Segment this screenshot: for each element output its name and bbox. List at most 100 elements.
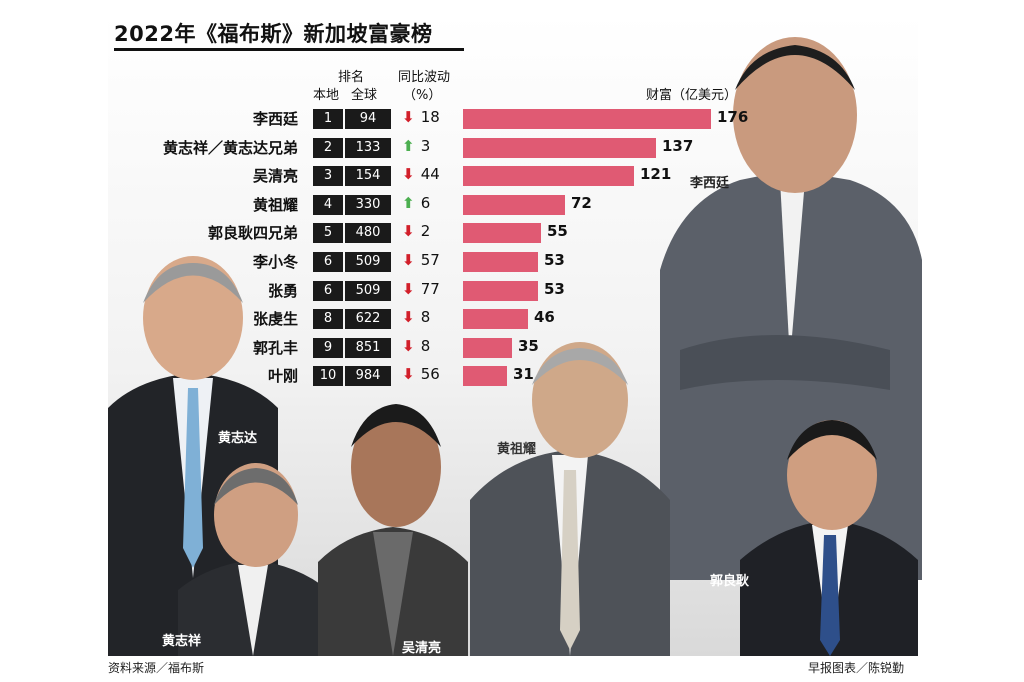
wealth-value: 72 — [571, 193, 592, 212]
global-rank: 133 — [345, 137, 391, 158]
change-value: ⬇ 77 — [402, 280, 440, 298]
arrow-down-icon: ⬇ — [402, 279, 415, 298]
row-name: 黄志祥／黄志达兄弟 — [162, 138, 298, 157]
change-percent: 77 — [416, 279, 440, 298]
global-rank: 509 — [345, 252, 391, 272]
global-rank: 330 — [345, 194, 391, 215]
header-change-unit: （%） — [403, 88, 442, 103]
header-local: 本地 — [313, 88, 340, 103]
row-name: 李西廷 — [252, 110, 298, 128]
caption-huang-zuyao: 黄祖耀 — [497, 442, 537, 457]
arrow-down-icon: ⬇ — [402, 108, 415, 126]
wealth-bar — [463, 280, 538, 301]
wealth-value: 121 — [640, 165, 672, 184]
local-rank: 6 — [313, 280, 343, 301]
portrait-huang-zuyao — [470, 342, 670, 656]
header-global: 全球 — [351, 88, 378, 103]
change-value: ⬇ 56 — [402, 365, 440, 383]
global-rank: 154 — [345, 166, 391, 187]
arrow-down-icon: ⬇ — [402, 308, 415, 327]
wealth-bar — [463, 309, 528, 330]
wealth-bar — [463, 223, 541, 244]
change-value: ⬆ 6 — [402, 194, 430, 212]
chart-title: 2022年《福布斯》新加坡富豪榜 — [114, 22, 433, 46]
wealth-value: 137 — [662, 136, 694, 155]
wealth-value: 35 — [518, 336, 539, 355]
wealth-value: 46 — [534, 308, 555, 327]
wealth-bar — [463, 252, 538, 272]
local-rank: 9 — [313, 337, 343, 358]
change-percent: 56 — [416, 365, 440, 384]
change-value: ⬇ 57 — [402, 251, 440, 269]
caption-wu-qingliang: 吴清亮 — [402, 641, 442, 656]
row-name: 吴清亮 — [252, 167, 298, 186]
wealth-value: 53 — [544, 279, 565, 298]
wealth-value: 176 — [717, 108, 749, 126]
change-value: ⬇ 8 — [402, 308, 430, 326]
arrow-down-icon: ⬇ — [402, 222, 415, 241]
change-value: ⬇ 2 — [402, 222, 430, 240]
local-rank: 5 — [313, 223, 343, 244]
global-rank: 984 — [345, 366, 391, 387]
global-rank: 94 — [345, 109, 391, 129]
wealth-bar — [463, 194, 565, 215]
arrow-up-icon: ⬆ — [402, 136, 415, 155]
header-rank: 排名 — [338, 70, 365, 85]
change-percent: 3 — [416, 136, 431, 155]
change-percent: 57 — [416, 251, 440, 269]
arrow-up-icon: ⬆ — [402, 193, 415, 212]
local-rank: 8 — [313, 309, 343, 330]
local-rank: 2 — [313, 137, 343, 158]
change-percent: 8 — [416, 308, 431, 327]
arrow-down-icon: ⬇ — [402, 365, 415, 384]
change-percent: 44 — [416, 165, 440, 184]
local-rank: 4 — [313, 194, 343, 215]
change-value: ⬇ 18 — [402, 108, 440, 126]
row-name: 李小冬 — [252, 253, 298, 271]
row-name: 郭良耿四兄弟 — [207, 224, 298, 243]
local-rank: 6 — [313, 252, 343, 272]
caption-li-xiting: 李西廷 — [690, 176, 730, 191]
change-percent: 18 — [416, 108, 440, 126]
row-name: 叶刚 — [267, 367, 298, 386]
caption-huang-zhida: 黄志达 — [218, 431, 258, 446]
change-value: ⬆ 3 — [402, 137, 430, 155]
change-value: ⬇ 8 — [402, 337, 430, 355]
local-rank: 10 — [313, 366, 343, 387]
global-rank: 480 — [345, 223, 391, 244]
title-underline — [114, 48, 464, 51]
header-change: 同比波动 — [398, 70, 451, 85]
portrait-guo-lianggeng — [740, 420, 918, 656]
row-name: 张虔生 — [252, 310, 298, 329]
source-note: 资料来源／福布斯 — [108, 661, 205, 675]
change-percent: 8 — [416, 336, 431, 355]
row-name: 黄祖耀 — [252, 195, 298, 214]
change-percent: 6 — [416, 193, 431, 212]
local-rank: 3 — [313, 166, 343, 187]
row-name: 张勇 — [267, 281, 298, 300]
wealth-bar — [463, 337, 512, 358]
global-rank: 851 — [345, 337, 391, 358]
wealth-bar — [463, 166, 634, 187]
header-wealth: 财富（亿美元） — [646, 88, 738, 103]
caption-guo-lianggeng: 郭良耿 — [710, 574, 750, 589]
arrow-down-icon: ⬇ — [402, 165, 415, 184]
row-name: 郭孔丰 — [252, 338, 298, 357]
caption-huang-zhixiang: 黄志祥 — [162, 634, 202, 649]
portrait-huang-zhixiang — [178, 463, 328, 656]
wealth-bar — [463, 366, 507, 387]
local-rank: 1 — [313, 109, 343, 129]
credit-note: 早报图表／陈锐勤 — [808, 661, 905, 675]
arrow-down-icon: ⬇ — [402, 251, 415, 269]
change-percent: 2 — [416, 222, 431, 241]
wealth-value: 31 — [513, 365, 534, 384]
portrait-wu-qingliang — [318, 404, 468, 656]
change-value: ⬇ 44 — [402, 165, 440, 183]
wealth-value: 55 — [547, 222, 568, 241]
arrow-down-icon: ⬇ — [402, 336, 415, 355]
wealth-bar — [463, 109, 711, 129]
wealth-value: 53 — [544, 251, 565, 269]
global-rank: 622 — [345, 309, 391, 330]
global-rank: 509 — [345, 280, 391, 301]
wealth-bar — [463, 137, 656, 158]
